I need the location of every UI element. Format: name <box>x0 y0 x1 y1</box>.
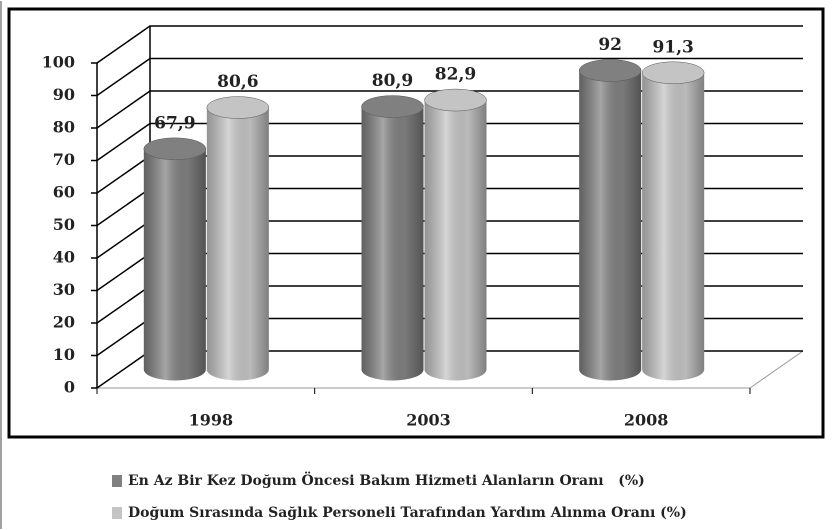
bar-top <box>361 95 424 118</box>
y-tick-label: 40 <box>53 248 75 267</box>
floor-right <box>749 350 804 389</box>
bar-shade <box>642 72 705 381</box>
legend-label: Doğum Sırasında Sağlık Personeli Tarafın… <box>128 505 687 521</box>
bar <box>206 96 270 381</box>
bar-shade <box>579 70 642 381</box>
bar <box>641 61 705 381</box>
bar-shade <box>206 107 269 381</box>
legend-label: En Az Bir Kez Doğum Öncesi Bakım Hizmeti… <box>128 470 645 489</box>
y-tick-label: 100 <box>42 53 75 72</box>
value-label: 80,9 <box>372 71 413 91</box>
bar-shade <box>143 148 206 381</box>
x-tick-label: 1998 <box>189 411 234 430</box>
bar-top <box>641 61 705 85</box>
bar <box>143 137 207 381</box>
grid-line <box>96 25 803 64</box>
value-label: 82,9 <box>435 65 476 85</box>
bar-shade <box>361 106 424 381</box>
y-tick-label: 70 <box>53 150 75 169</box>
y-tick-label: 80 <box>53 118 75 137</box>
bar-top <box>424 88 487 112</box>
legend-swatch <box>112 475 122 487</box>
bar <box>578 59 642 381</box>
y-tick-label: 90 <box>53 85 75 104</box>
value-label: 91,3 <box>652 37 693 57</box>
bar-shade <box>424 100 487 381</box>
bar-top <box>206 96 270 119</box>
legend-swatch <box>112 507 122 519</box>
value-label: 92 <box>598 35 622 55</box>
bar <box>424 88 487 381</box>
y-tick-label: 20 <box>53 313 75 332</box>
chart-frame <box>7 7 825 439</box>
x-tick-label: 2003 <box>406 411 451 430</box>
y-tick-label: 60 <box>53 183 75 202</box>
grid-line <box>96 57 803 97</box>
bar <box>361 95 424 381</box>
y-tick-label: 50 <box>53 215 75 234</box>
y-tick-label: 10 <box>53 345 75 364</box>
value-label: 67,9 <box>154 113 195 133</box>
y-tick-label: 0 <box>64 378 75 397</box>
x-tick-label: 2008 <box>624 411 669 430</box>
value-label: 80,6 <box>217 72 258 92</box>
bar-top <box>578 59 642 82</box>
bar-top <box>143 137 207 161</box>
y-tick-label: 30 <box>53 280 75 299</box>
